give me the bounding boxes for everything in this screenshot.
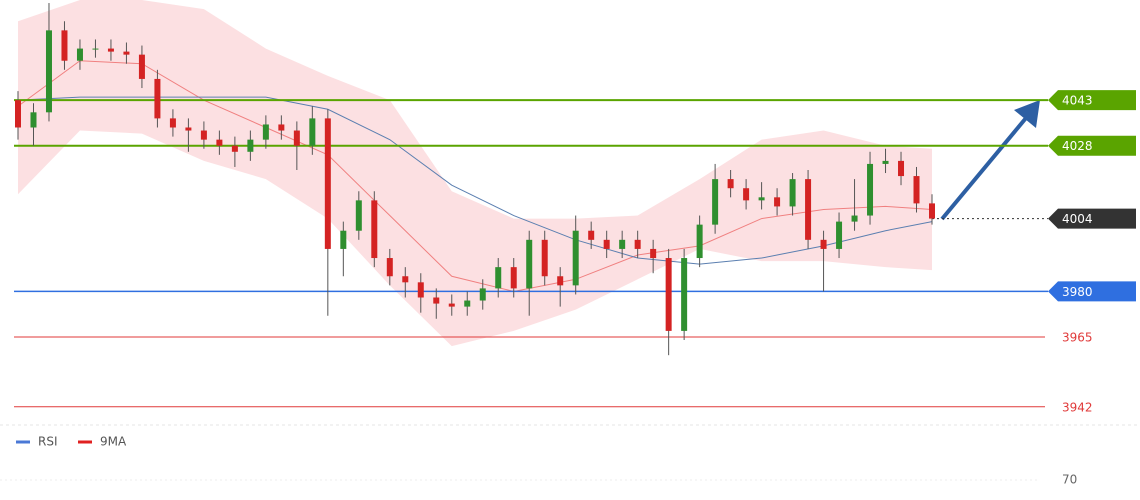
candle-body xyxy=(774,197,781,207)
candle-body xyxy=(882,160,889,164)
candle-body xyxy=(278,124,285,131)
candle-body xyxy=(758,197,765,201)
candle-body xyxy=(820,239,827,249)
candle-body xyxy=(61,30,68,61)
candle-body xyxy=(355,200,362,231)
level-label: 4028 xyxy=(1062,139,1093,153)
candle-body xyxy=(479,288,486,301)
long-moving-average xyxy=(17,96,933,265)
level-tag xyxy=(1048,135,1136,156)
candle-body xyxy=(867,163,874,216)
candle-body xyxy=(836,221,843,249)
candle-body xyxy=(712,179,719,225)
arrow-shaft xyxy=(940,116,1028,221)
candle-body xyxy=(15,100,21,128)
candle-body xyxy=(557,276,564,286)
candle-body xyxy=(340,230,347,249)
candle-body xyxy=(665,258,672,331)
level-label: 3965 xyxy=(1062,330,1093,344)
candle-body xyxy=(727,179,734,189)
bands xyxy=(18,0,932,347)
candle-body xyxy=(216,139,223,146)
candle-body xyxy=(154,78,161,119)
candle-body xyxy=(417,282,424,298)
candle-body xyxy=(634,239,641,249)
candle-body xyxy=(200,130,207,140)
candle-body xyxy=(603,239,610,249)
arrow-head xyxy=(1014,100,1040,128)
candle-body xyxy=(743,188,750,201)
candle-body xyxy=(510,267,517,289)
candle-body xyxy=(123,51,130,55)
candle-body xyxy=(371,200,378,259)
legend-label: RSI xyxy=(38,435,58,449)
level-tag xyxy=(1048,208,1136,229)
candle-body xyxy=(464,300,471,307)
candle-body xyxy=(619,239,626,249)
candle-body xyxy=(107,48,114,52)
candle-body xyxy=(572,230,579,286)
candle-body xyxy=(789,179,796,207)
candle-body xyxy=(185,127,192,131)
candle-body xyxy=(169,118,176,128)
rsi-tick-label: 70 xyxy=(1062,473,1077,487)
candle-body xyxy=(402,276,409,283)
legend-label: 9MA xyxy=(100,435,127,449)
level-label: 3980 xyxy=(1062,285,1093,299)
candle-body xyxy=(541,239,548,277)
level-label: 4004 xyxy=(1062,212,1093,226)
level-label: 4043 xyxy=(1062,94,1093,108)
candle-body xyxy=(851,215,858,222)
candle-body xyxy=(231,145,238,152)
candle-body xyxy=(92,48,99,50)
bollinger-band xyxy=(18,0,932,347)
candle-body xyxy=(247,139,254,152)
candle-body xyxy=(696,224,703,259)
candle-body xyxy=(386,258,393,277)
candle-body xyxy=(324,118,331,249)
candle-body xyxy=(293,130,300,146)
candle-body xyxy=(138,54,145,79)
forecast-arrow xyxy=(940,100,1040,221)
candle-body xyxy=(45,30,52,113)
level-tag xyxy=(1048,90,1136,111)
candle-body xyxy=(526,239,533,289)
candle-body xyxy=(30,112,37,128)
candle-body xyxy=(929,203,935,219)
level-label: 3942 xyxy=(1062,400,1093,414)
candle-body xyxy=(588,230,595,240)
candle-body xyxy=(309,118,316,146)
candle-body xyxy=(448,303,455,307)
level-tag xyxy=(1048,281,1136,302)
candle-body xyxy=(433,297,440,304)
candle-body xyxy=(650,248,657,259)
candle-body xyxy=(76,48,83,61)
candle-body xyxy=(913,176,920,204)
candle-body xyxy=(805,179,812,240)
candle-body xyxy=(262,124,269,140)
candle-body xyxy=(495,267,502,289)
candle-body xyxy=(681,258,688,331)
candle-body xyxy=(898,160,905,177)
